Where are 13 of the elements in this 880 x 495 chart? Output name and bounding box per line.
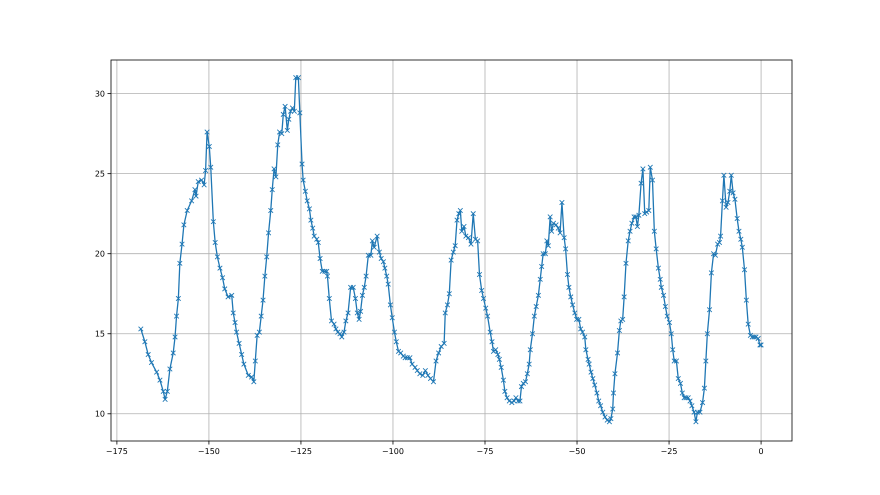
x-tick-label: 0 — [758, 447, 764, 456]
y-tick-label: 10 — [94, 410, 105, 419]
y-tick-label: 25 — [94, 169, 105, 178]
x-tick-label: −75 — [476, 447, 494, 456]
x-tick-label: −175 — [106, 447, 128, 456]
x-tick-label: −25 — [660, 447, 678, 456]
y-tick-label: 15 — [94, 330, 105, 339]
x-tick-label: −150 — [198, 447, 220, 456]
y-tick-label: 30 — [94, 89, 105, 98]
x-tick-label: −125 — [290, 447, 312, 456]
x-tick-label: −50 — [568, 447, 586, 456]
x-tick-label: −100 — [382, 447, 404, 456]
y-tick-label: 20 — [94, 250, 105, 258]
